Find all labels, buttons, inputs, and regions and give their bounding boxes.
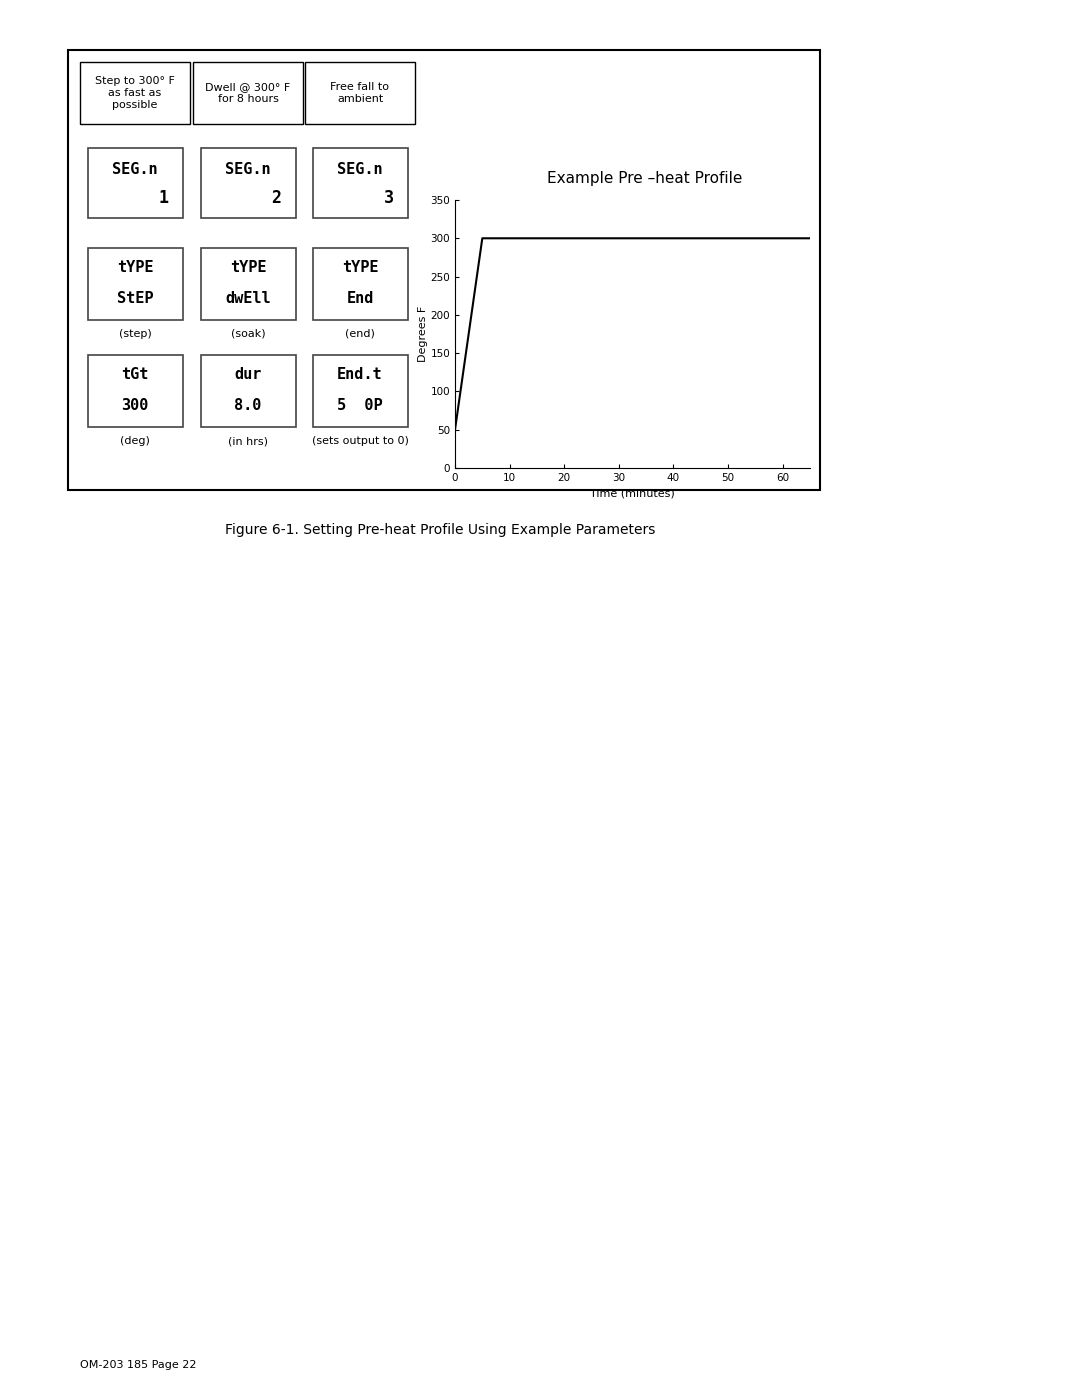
Text: tYPE: tYPE	[341, 260, 378, 275]
Text: StEP: StEP	[117, 291, 153, 306]
Text: dwEll: dwEll	[226, 291, 271, 306]
Text: 300: 300	[121, 398, 149, 414]
Text: tGt: tGt	[121, 367, 149, 381]
Bar	[201, 355, 296, 427]
Text: 2: 2	[271, 190, 282, 207]
Bar	[313, 148, 408, 218]
Text: Example Pre –heat Profile: Example Pre –heat Profile	[548, 170, 743, 186]
Text: dur: dur	[234, 367, 261, 381]
Text: tYPE: tYPE	[230, 260, 267, 275]
Bar	[201, 148, 296, 218]
Text: 8.0: 8.0	[234, 398, 261, 414]
Text: SEG.n: SEG.n	[112, 162, 158, 176]
Text: tYPE: tYPE	[117, 260, 153, 275]
Bar	[313, 249, 408, 320]
Bar	[87, 148, 183, 218]
Text: 5  0P: 5 0P	[337, 398, 382, 414]
Text: Free fall to
ambient: Free fall to ambient	[330, 82, 390, 103]
Text: (deg): (deg)	[120, 436, 150, 446]
Text: (sets output to 0): (sets output to 0)	[311, 436, 408, 446]
Bar	[313, 355, 408, 427]
Text: (in hrs): (in hrs)	[228, 436, 268, 446]
Bar	[80, 61, 190, 124]
Bar	[305, 61, 415, 124]
Text: Dwell @ 300° F
for 8 hours: Dwell @ 300° F for 8 hours	[205, 82, 291, 103]
Bar	[87, 355, 183, 427]
Text: SEG.n: SEG.n	[226, 162, 271, 176]
Bar	[87, 249, 183, 320]
Bar	[68, 50, 820, 490]
Text: End.t: End.t	[337, 367, 382, 381]
Text: Figure 6-1. Setting Pre-heat Profile Using Example Parameters: Figure 6-1. Setting Pre-heat Profile Usi…	[225, 522, 656, 536]
Y-axis label: Degrees F: Degrees F	[418, 306, 428, 362]
Text: (soak): (soak)	[231, 330, 266, 339]
Text: (end): (end)	[346, 330, 375, 339]
Text: (step): (step)	[119, 330, 151, 339]
Text: 3: 3	[383, 190, 393, 207]
X-axis label: Time (minutes): Time (minutes)	[590, 489, 675, 499]
Bar	[201, 249, 296, 320]
Text: Step to 300° F
as fast as
possible: Step to 300° F as fast as possible	[95, 77, 175, 109]
Text: SEG.n: SEG.n	[337, 162, 382, 176]
Bar	[193, 61, 303, 124]
Text: OM-203 185 Page 22: OM-203 185 Page 22	[80, 1361, 197, 1370]
Text: 1: 1	[159, 190, 168, 207]
Text: End: End	[347, 291, 374, 306]
